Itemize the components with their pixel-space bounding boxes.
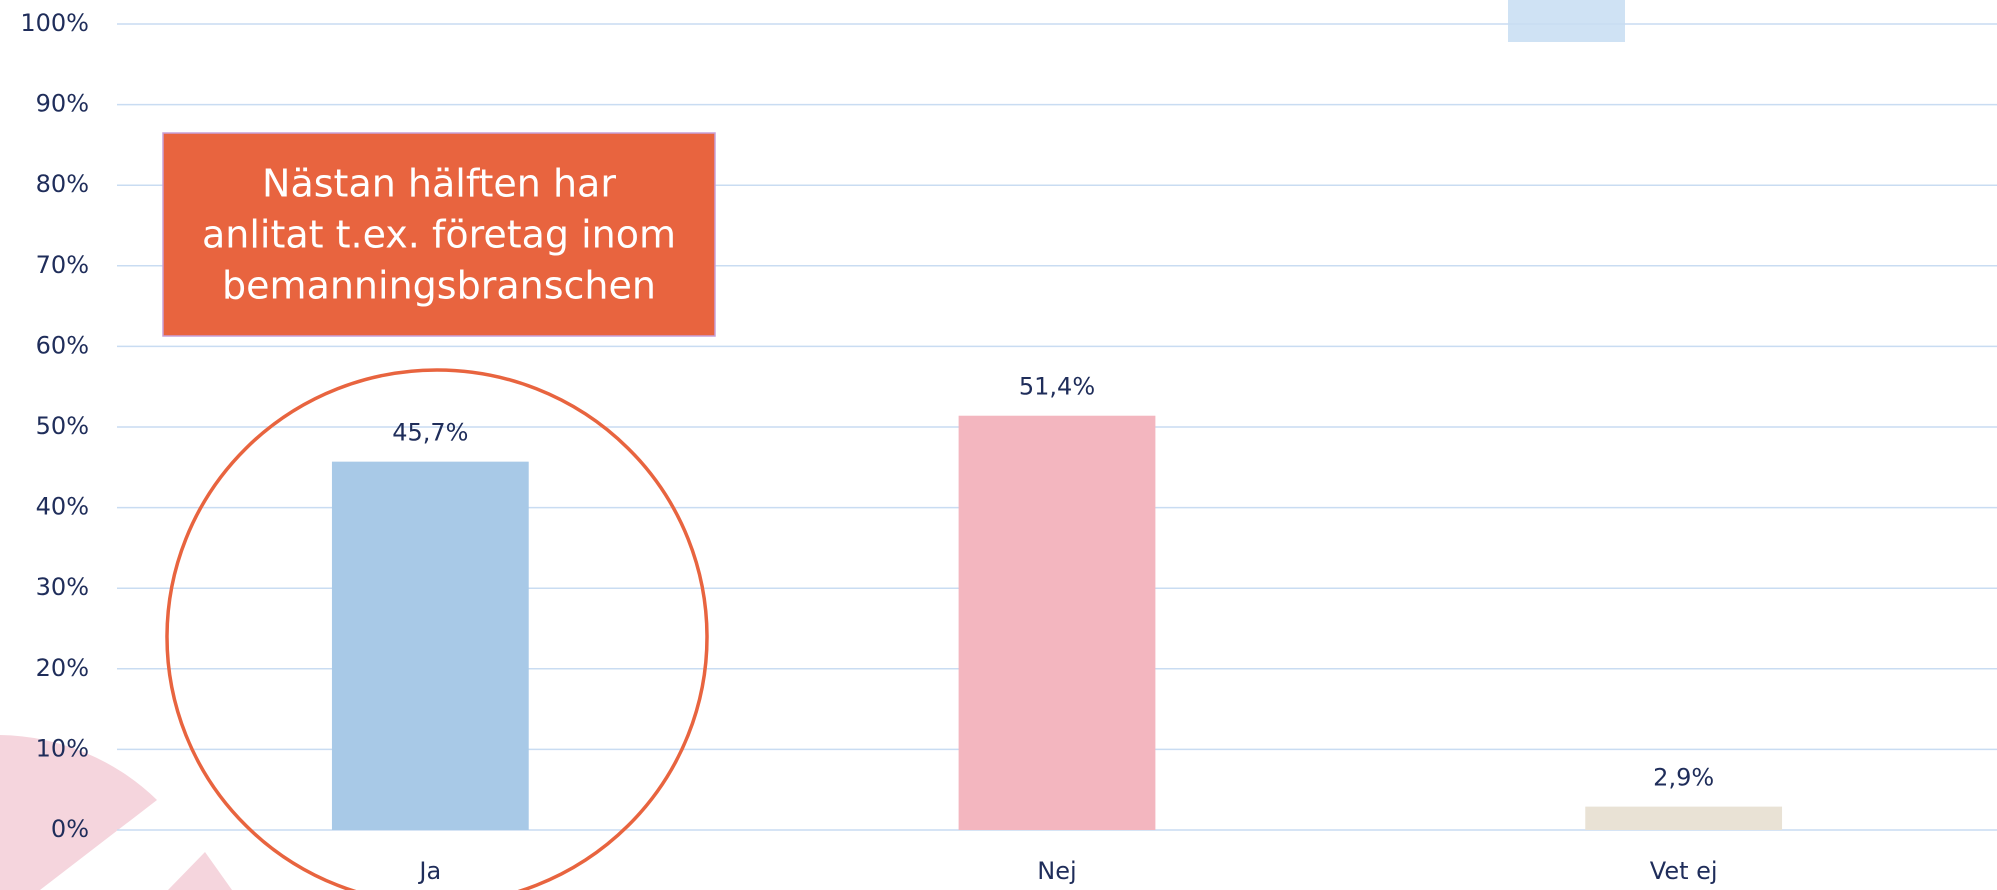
decoration	[0, 735, 157, 890]
annotation-box	[162, 132, 716, 337]
highlight-circle	[165, 368, 709, 890]
y-tick-label: 20%	[36, 654, 89, 682]
bar	[958, 415, 1156, 830]
annotation: Nästan hälften har	[262, 162, 616, 206]
bar	[1585, 806, 1783, 830]
annotation: bemanningsbranschen	[222, 264, 656, 308]
decoration	[1508, 0, 1625, 42]
y-tick-label: 100%	[20, 9, 89, 37]
y-tick-label: 60%	[36, 331, 89, 359]
y-tick-label: 40%	[36, 493, 89, 521]
data-label: 2,9%	[1653, 764, 1714, 792]
x-tick-label: Vet ej	[1650, 857, 1718, 885]
data-label: 45,7%	[392, 419, 468, 447]
y-tick-label: 10%	[36, 734, 89, 762]
x-tick-label: Nej	[1037, 857, 1076, 885]
decoration	[168, 852, 232, 890]
y-tick-label: 30%	[36, 573, 89, 601]
annotation: anlitat t.ex. företag inom	[202, 213, 676, 257]
y-tick-label: 90%	[36, 90, 89, 118]
y-tick-label: 80%	[36, 170, 89, 198]
data-label: 51,4%	[1019, 373, 1095, 401]
y-tick-label: 70%	[36, 251, 89, 279]
x-tick-label: Ja	[417, 857, 441, 885]
bar	[331, 461, 529, 830]
y-tick-label: 50%	[36, 412, 89, 440]
plot: 0% 10% 20% 30% 40% 50% 60% 70% 80% 90% 100% Ja 45,7%…	[20, 9, 1997, 885]
y-tick-label: 0%	[51, 815, 89, 843]
